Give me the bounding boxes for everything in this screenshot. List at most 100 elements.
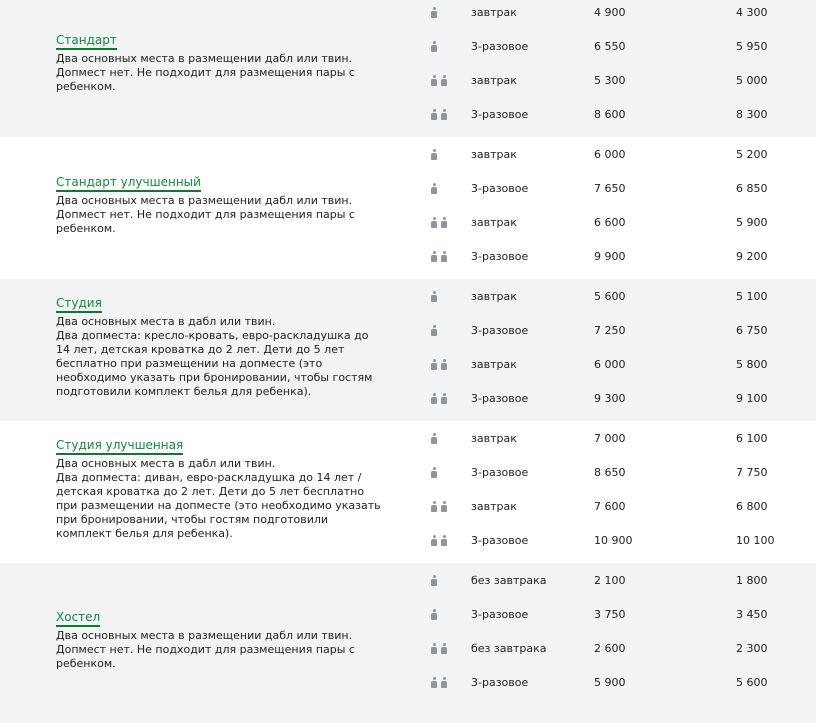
price-row: 3-разовое 5 900 5 600 xyxy=(427,665,816,699)
person-icon xyxy=(431,40,437,52)
room-title-link[interactable]: Стандарт xyxy=(56,33,117,50)
room-group: Хостел Два основных места в размещении да… xyxy=(0,563,816,723)
price-row: завтрак 6 000 5 200 xyxy=(427,137,816,171)
price-discount: 5 600 xyxy=(736,675,768,689)
guests-cell xyxy=(427,642,471,654)
room-title-link[interactable]: Хостел xyxy=(56,610,101,627)
guests-cell xyxy=(427,6,471,18)
meal-plan: 3-разовое xyxy=(471,391,529,405)
meal-plan: 3-разовое xyxy=(471,533,529,547)
meal-plan: завтрак xyxy=(471,147,517,161)
price-row: завтрак 6 600 5 900 xyxy=(427,205,816,239)
price-discount: 2 300 xyxy=(736,641,768,655)
price-row: 3-разовое 8 650 7 750 xyxy=(427,455,816,489)
price: 5 900 xyxy=(594,675,626,689)
price: 2 100 xyxy=(594,573,626,587)
price-discount: 6 100 xyxy=(736,431,768,445)
price-row: 3-разовое 7 250 6 750 xyxy=(427,313,816,347)
meal-plan: 3-разовое xyxy=(471,607,529,621)
price-discount: 10 100 xyxy=(736,533,775,547)
price-discount: 5 000 xyxy=(736,73,768,87)
price-discount: 1 800 xyxy=(736,573,768,587)
person-icon xyxy=(431,676,437,688)
guests-cell xyxy=(427,608,471,620)
person-icon xyxy=(441,74,447,86)
two-persons-icon xyxy=(431,642,469,654)
meal-plan: завтрак xyxy=(471,73,517,87)
meal-plan: 3-разовое xyxy=(471,107,529,121)
person-icon xyxy=(441,534,447,546)
room-title-link[interactable]: Студия улучшенная xyxy=(56,438,184,455)
guests-cell xyxy=(427,250,471,262)
price-row: 3-разовое 9 300 9 100 xyxy=(427,381,816,415)
person-icon xyxy=(431,608,469,620)
price-discount: 8 300 xyxy=(736,107,768,121)
meal-plan: завтрак xyxy=(471,499,517,513)
room-group: Стандарт улучшенный Два основных места в … xyxy=(0,137,816,279)
person-icon xyxy=(441,676,447,688)
price-row: завтрак 7 000 6 100 xyxy=(427,421,816,455)
person-icon xyxy=(431,534,437,546)
price-rows: без завтрака 2 100 1 800 3-разовое 3 750 3 45… xyxy=(427,563,816,723)
two-persons-icon xyxy=(431,500,469,512)
person-icon xyxy=(441,500,447,512)
meal-plan: 3-разовое xyxy=(471,249,529,263)
person-icon xyxy=(431,574,437,586)
two-persons-icon xyxy=(431,250,469,262)
person-icon xyxy=(431,6,437,18)
price-rows: завтрак 7 000 6 100 3-разовое 8 650 7 750 завт… xyxy=(427,421,816,563)
room-description: Два основных места в размещении дабл или… xyxy=(56,628,355,670)
room-title-link[interactable]: Стандарт улучшенный xyxy=(56,175,201,192)
meal-plan: 3-разовое xyxy=(471,39,529,53)
two-persons-icon xyxy=(431,108,469,120)
guests-cell xyxy=(427,676,471,688)
price-discount: 5 900 xyxy=(736,215,768,229)
price-discount: 9 200 xyxy=(736,249,768,263)
price: 6 000 xyxy=(594,147,626,161)
room-title-link[interactable]: Студия xyxy=(56,296,102,313)
person-icon xyxy=(441,392,447,404)
room-description: Два основных места в дабл или твин. Два … xyxy=(56,456,381,540)
person-icon xyxy=(431,432,469,444)
price-discount: 3 450 xyxy=(736,607,768,621)
meal-plan: 3-разовое xyxy=(471,465,529,479)
guests-cell xyxy=(427,182,471,194)
person-icon xyxy=(431,6,469,18)
price-discount: 5 100 xyxy=(736,289,768,303)
person-icon xyxy=(431,40,469,52)
person-icon xyxy=(431,642,437,654)
room-group: Стандарт Два основных места в размещении … xyxy=(0,0,816,137)
two-persons-icon xyxy=(431,676,469,688)
person-icon xyxy=(431,290,469,302)
person-icon xyxy=(431,500,437,512)
price: 9 900 xyxy=(594,249,626,263)
meal-plan: 3-разовое xyxy=(471,675,529,689)
room-info: Стандарт Два основных места в размещении … xyxy=(0,0,427,137)
two-persons-icon xyxy=(431,74,469,86)
person-icon xyxy=(441,358,447,370)
guests-cell xyxy=(427,574,471,586)
room-description: Два основных места в размещении дабл или… xyxy=(56,51,355,93)
person-icon xyxy=(431,182,437,194)
price-rows: завтрак 5 600 5 100 3-разовое 7 250 6 750 завт… xyxy=(427,279,816,421)
meal-plan: завтрак xyxy=(471,289,517,303)
meal-plan: завтрак xyxy=(471,431,517,445)
person-icon xyxy=(431,290,437,302)
price: 6 000 xyxy=(594,357,626,371)
guests-cell xyxy=(427,534,471,546)
room-info: Студия улучшенная Два основных места в да… xyxy=(0,421,427,563)
price-row: без завтрака 2 100 1 800 xyxy=(427,563,816,597)
price: 5 600 xyxy=(594,289,626,303)
price-discount: 4 300 xyxy=(736,5,768,19)
person-icon xyxy=(441,108,447,120)
guests-cell xyxy=(427,216,471,228)
price-discount: 6 850 xyxy=(736,181,768,195)
price: 7 000 xyxy=(594,431,626,445)
price: 6 600 xyxy=(594,215,626,229)
guests-cell xyxy=(427,466,471,478)
meal-plan: без завтрака xyxy=(471,641,547,655)
person-icon xyxy=(431,148,437,160)
person-icon xyxy=(431,608,437,620)
two-persons-icon xyxy=(431,216,469,228)
